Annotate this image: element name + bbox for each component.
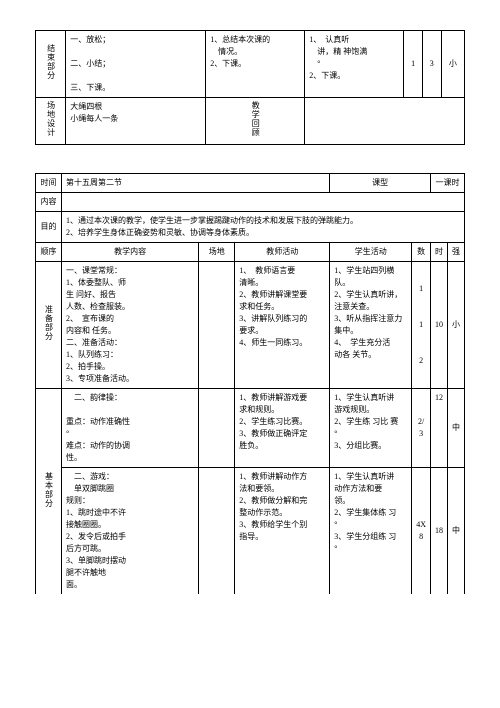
- label-review: 教学回顾: [249, 101, 261, 137]
- cell-review-content: [305, 98, 465, 145]
- h-n: 数: [412, 243, 431, 262]
- table-row: 结束部分 一、放松； 二、小结； 三、下课。 1、总结本次课的 情况。 2、下课…: [36, 31, 465, 98]
- h-content: 内容: [36, 193, 62, 212]
- h-ta: 教师活动: [235, 243, 330, 262]
- v-content: [62, 193, 465, 212]
- table-1: 结束部分 一、放松； 二、小结； 三、下课。 1、总结本次课的 情况。 2、下课…: [35, 30, 465, 145]
- base2-t: 18: [431, 468, 448, 595]
- h-type: 课型: [330, 174, 431, 193]
- v-type: 一课时: [431, 174, 465, 193]
- h-place: 场地: [199, 243, 235, 262]
- base1-place: [199, 389, 235, 468]
- cell-student: 1、 认真听 讲，精 神饱满 ° 2、下课。: [305, 31, 404, 98]
- v-goal: 1、通过本次课的教学，使学生进一步掌握踢踺动作的技术和发展下肢的弹跳能力。 2、…: [62, 212, 465, 243]
- label-prep: 准备部分: [43, 305, 55, 341]
- table-2: 时间 第十五周第二节 课型 一课时 内容 目的 1、通过本次课的教学，使学生进一…: [35, 173, 465, 594]
- section-prep: 准备部分: [36, 262, 62, 389]
- table-row: 顺序 教学内容 场地 教师活动 学生活动 数 时 强: [36, 243, 465, 262]
- label-venue: 场地设计: [45, 101, 57, 137]
- h-tc: 教学内容: [62, 243, 199, 262]
- cell-count: 1: [404, 31, 423, 98]
- label-base: 基本部分: [43, 472, 55, 508]
- cell-review-h: 教学回顾: [206, 98, 305, 145]
- base1-sa: 1、学生认真听讲 游戏规则。 2、学生练 习比 赛 ° 3、分组比赛。: [330, 389, 412, 468]
- section-header-venue: 场地设计: [36, 98, 66, 145]
- table-row: 场地设计 大绳四根 小绳每人一条 教学回顾: [36, 98, 465, 145]
- h-seq: 顺序: [36, 243, 62, 262]
- h-t: 时: [431, 243, 448, 262]
- table-row: 内容: [36, 193, 465, 212]
- table-row: 目的 1、通过本次课的教学，使学生进一步掌握踢踺动作的技术和发展下肢的弹跳能力。…: [36, 212, 465, 243]
- base1-s: 中: [448, 389, 465, 468]
- label-end: 结束部分: [45, 44, 57, 80]
- h-s: 强: [448, 243, 465, 262]
- prep-sa: 1、学生站四列横 队。 2、学生认真听讲， 注意关查。 3、听从指挥注意力 集中…: [330, 262, 412, 389]
- cell-teacher: 1、总结本次课的 情况。 2、下课。: [206, 31, 305, 98]
- base2-s: 中: [448, 468, 465, 595]
- prep-t: 10: [431, 262, 448, 389]
- v-time: 第十五周第二节: [62, 174, 330, 193]
- cell-intensity: 小: [441, 31, 464, 98]
- base1-ta: 1、教师讲解游戏要 求和规则。 2、学生练习比赛。 3、教师做正确评定 胜负。: [235, 389, 330, 468]
- cell-content: 一、放松； 二、小结； 三、下课。: [66, 31, 206, 98]
- base2-ta: 1、教师讲解动作方 法和要领。 2、教师做分解和完 整动作示范。 3、教师给学生…: [235, 468, 330, 595]
- prep-s: 小: [448, 262, 465, 389]
- table-row: 准备部分 一、课堂常规： 1、体委整队、师 生 问好、报告 人数、检查服装。 2…: [36, 262, 465, 389]
- h-sa: 学生活动: [330, 243, 412, 262]
- prep-ta: 1、 教师语言要 清晰。 2、教师讲解课堂要 求和任务。 3、讲解队列练习的 要…: [235, 262, 330, 389]
- prep-place: [199, 262, 235, 389]
- prep-tc: 一、课堂常规： 1、体委整队、师 生 问好、报告 人数、检查服装。 2、 宣布课…: [62, 262, 199, 389]
- base2-sa: 1、学生认真听讲 动作方法和要 领。 2、学生集体练 习 ° 3、学生分组练 习…: [330, 468, 412, 595]
- base2-n: 4X 8: [412, 468, 431, 595]
- h-goal: 目的: [36, 212, 62, 243]
- section-header-end: 结束部分: [36, 31, 66, 98]
- base2-tc: 二、游戏： 单双脚跳圈 规则： 1、跳时途中不许 接触圈圈。 2、发令后或拍手 …: [62, 468, 199, 595]
- base2-place: [199, 468, 235, 595]
- cell-equipment: 大绳四根 小绳每人一条: [66, 98, 206, 145]
- table-row: 基本部分 二、韵律操： 重点：动作准确性 ° 难点：动作的协调 性。 1、教师讲…: [36, 389, 465, 468]
- section-base: 基本部分: [36, 389, 62, 595]
- base1-t: 12: [431, 389, 448, 468]
- prep-n: 1 1 2: [412, 262, 431, 389]
- table-row: 时间 第十五周第二节 课型 一课时: [36, 174, 465, 193]
- base1-tc: 二、韵律操： 重点：动作准确性 ° 难点：动作的协调 性。: [62, 389, 199, 468]
- h-time: 时间: [36, 174, 62, 193]
- cell-time: 3: [422, 31, 441, 98]
- table-row: 二、游戏： 单双脚跳圈 规则： 1、跳时途中不许 接触圈圈。 2、发令后或拍手 …: [36, 468, 465, 595]
- base1-n: 2/ 3: [412, 389, 431, 468]
